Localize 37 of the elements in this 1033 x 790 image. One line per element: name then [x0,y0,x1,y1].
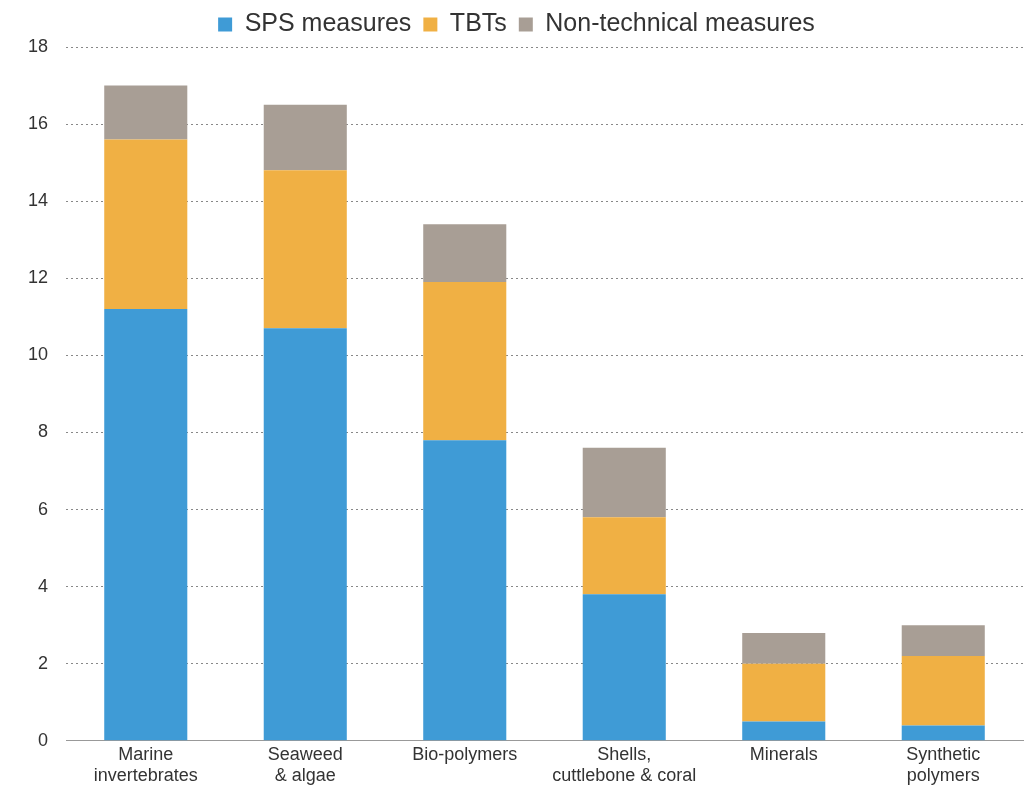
bar [263,104,347,171]
y-tick-label: 16 [27,113,49,134]
bar [901,656,985,726]
bar [742,632,826,664]
y-tick-label: 12 [27,267,49,288]
y-tick-label: 10 [27,344,49,365]
legend-label: Non-technical measures [545,8,815,37]
bar [742,721,826,741]
legend-label: TBTs [449,8,507,37]
y-tick-label: 8 [38,421,49,442]
y-tick-label: 2 [38,652,49,673]
x-tick-label: Seaweed & algae [267,743,343,786]
x-tick-label: Minerals [749,743,818,764]
y-tick-label: 6 [38,498,49,519]
legend-label: SPS measures [244,8,412,37]
bar [423,282,507,441]
x-tick-label: Marine invertebrates [93,743,198,786]
bar [582,517,666,595]
x-tick-label: Bio-polymers [412,743,518,764]
bar [104,85,188,140]
bar [901,625,985,656]
y-tick-label: 4 [38,575,49,596]
bar [263,170,347,329]
bar [742,663,826,722]
bar [901,725,985,741]
y-tick-label: 18 [27,35,49,56]
bar [423,224,507,283]
y-tick-label: 0 [38,729,49,750]
bar [104,309,188,741]
x-tick-label: Shells, cuttlebone & coral [552,743,697,786]
bar [582,447,666,518]
y-tick-label: 14 [27,190,49,211]
bar [104,139,188,310]
x-tick-label: Synthetic polymers [906,743,981,786]
bar [423,440,507,741]
bar [263,328,347,741]
bar [582,594,666,741]
